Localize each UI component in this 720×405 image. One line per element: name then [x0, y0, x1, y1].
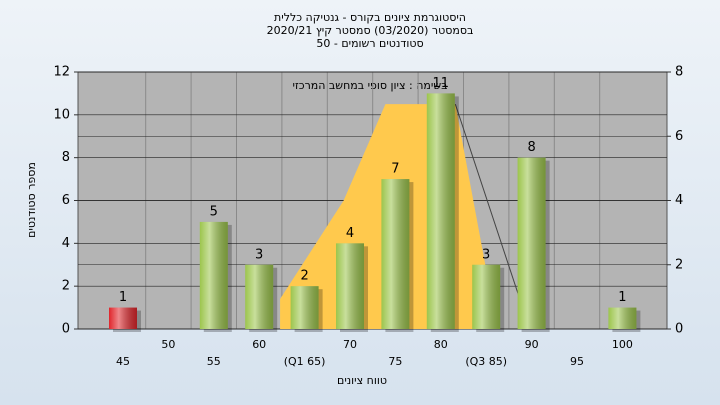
y2-tick-label: 8	[675, 65, 683, 80]
value-label: 5	[210, 204, 218, 219]
y-tick-label: 6	[62, 193, 70, 208]
y-tick-label: 0	[62, 322, 70, 337]
bar-shine	[426, 93, 455, 330]
line	[454, 103, 521, 300]
x-tick-label: 55	[207, 355, 221, 368]
bar-shine	[109, 307, 137, 329]
y-axis-label: מספר סטודנטים	[25, 162, 38, 238]
x-tick-label: 90	[525, 338, 539, 351]
bar-shine	[381, 179, 410, 329]
x-tick-label: 60	[252, 338, 266, 351]
value-label: 3	[255, 247, 263, 262]
x-tick-label: 80	[434, 338, 448, 351]
x-tick-label: 100	[612, 338, 633, 351]
value-label: 1	[618, 290, 626, 305]
annotation: בשימה : ציון סופי במחשב המרכזי	[292, 79, 447, 92]
bar-shine	[517, 157, 546, 329]
bar-shine	[245, 264, 274, 329]
bar-shine	[290, 286, 319, 329]
y-tick-label: 12	[53, 65, 70, 80]
value-label: 2	[300, 269, 308, 284]
y2-tick-label: 4	[675, 193, 683, 208]
value-label: 3	[482, 247, 490, 262]
y2-tick-label: 0	[675, 322, 683, 337]
x-axis-label: טווח ציונים	[337, 374, 387, 387]
value-label: 7	[391, 162, 399, 177]
x-tick-label: 50	[161, 338, 175, 351]
y2-tick-label: 2	[675, 257, 683, 272]
y2-tick-label: 6	[675, 129, 683, 144]
bar-shine	[472, 264, 501, 329]
y-tick-label: 4	[62, 236, 70, 251]
value-label: 11	[433, 76, 450, 91]
y-tick-label: 10	[53, 107, 70, 122]
bar-shine	[199, 221, 228, 329]
value-label: 8	[527, 140, 535, 155]
value-label: 4	[346, 226, 354, 241]
title-line: בסמסטר (03/2020) סמסטר קיץ 2020/21	[267, 24, 474, 37]
y-tick-label: 8	[62, 150, 70, 165]
x-tick-label: 95	[570, 355, 584, 368]
value-label: 1	[119, 290, 127, 305]
title-line: סטודנטים רשומים - 50	[316, 37, 423, 50]
title-line: היסטוגרמת ציונים בקורס - גנטיקה כללית	[274, 11, 466, 24]
bar-shine	[608, 307, 637, 329]
x-tick-label: 70	[343, 338, 357, 351]
x-tick-label: (Q1 65)	[284, 355, 326, 368]
x-tick-label: 75	[388, 355, 402, 368]
y-tick-label: 2	[62, 279, 70, 294]
bar-shine	[336, 243, 364, 329]
x-tick-label: 45	[116, 355, 130, 368]
x-tick-label: (Q3 85)	[465, 355, 507, 368]
